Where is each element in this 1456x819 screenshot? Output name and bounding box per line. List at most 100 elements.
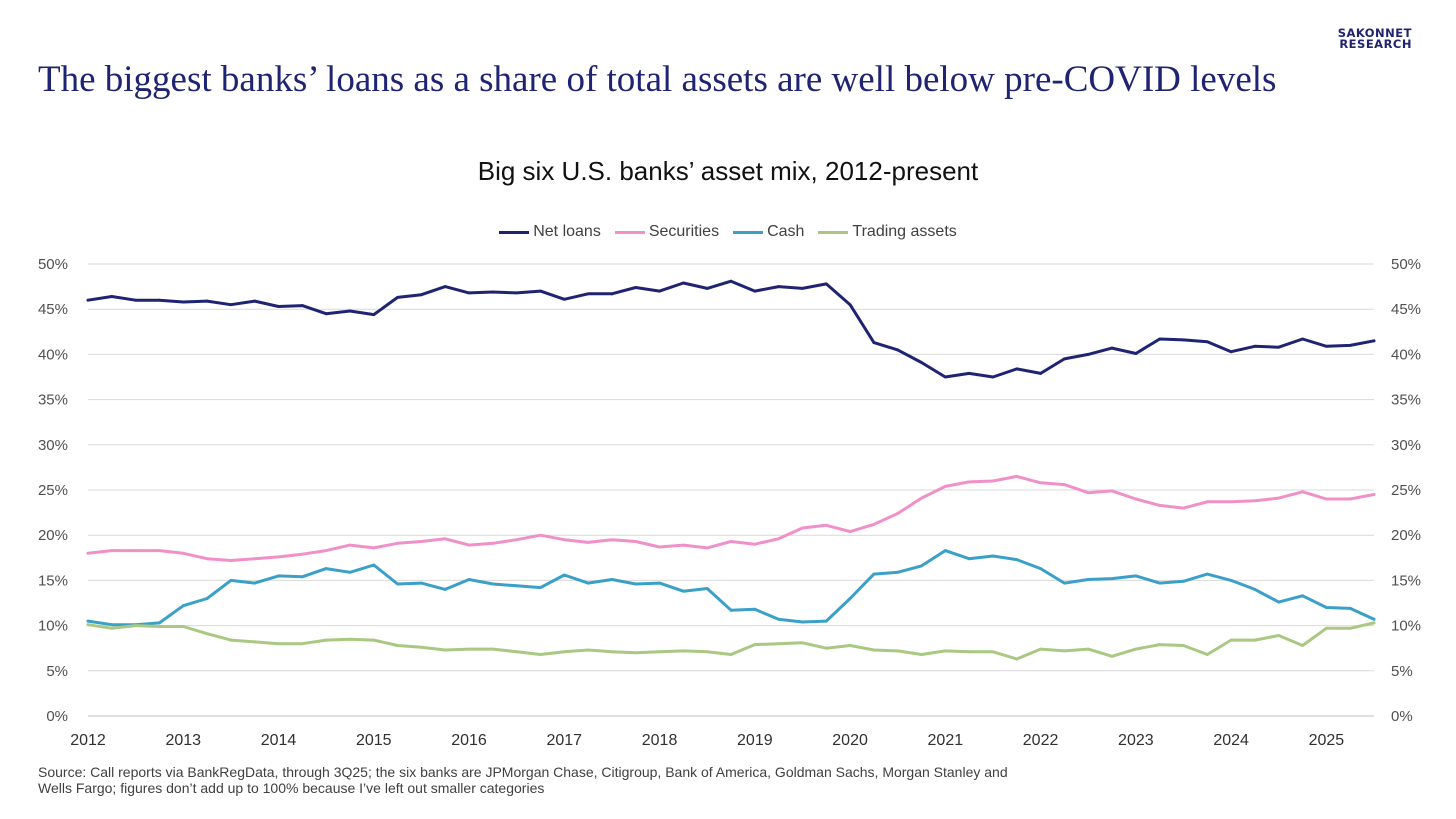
x-tick-label: 2021 [928,732,964,749]
page-headline: The biggest banks’ loans as a share of t… [38,59,1277,100]
data-point-securities [1063,483,1066,486]
data-point-trading-assets [491,647,495,651]
data-point-cash [467,578,471,581]
data-point-trading-assets [1324,626,1328,630]
data-point-trading-assets [872,648,876,652]
data-point-securities [1182,506,1185,510]
y-tick-label-right: 30% [1391,437,1421,454]
data-point-trading-assets [1372,621,1376,625]
y-tick-label-left: 30% [38,437,68,454]
data-point-securities [110,549,114,552]
data-point-trading-assets [753,643,757,646]
data-point-securities [420,540,423,543]
y-tick-label-left: 40% [38,346,68,363]
y-tick-label-right: 45% [1391,301,1421,318]
data-point-net-loans [420,293,423,297]
data-point-net-loans [539,289,542,293]
data-point-net-loans [1182,338,1185,342]
data-point-net-loans [86,298,90,302]
x-tick-label: 2012 [70,732,106,749]
data-point-cash [586,581,590,585]
data-point-securities [539,533,542,537]
data-point-securities [729,540,733,543]
y-tick-label-right: 5% [1391,663,1413,680]
data-point-net-loans [943,375,947,379]
data-point-net-loans [253,299,257,303]
data-point-trading-assets [729,653,733,656]
y-tick-label-left: 10% [38,618,68,635]
data-point-net-loans [753,289,757,293]
data-point-securities [681,543,685,547]
data-point-securities [205,557,209,561]
data-point-trading-assets [324,638,328,642]
data-point-securities [1086,491,1090,495]
data-point-securities [1277,496,1281,500]
data-point-net-loans [443,285,447,288]
data-point-securities [801,526,804,530]
data-point-cash [372,563,376,567]
data-point-net-loans [300,304,304,307]
data-point-net-loans [1277,345,1281,349]
data-point-net-loans [872,341,876,345]
data-point-securities [253,557,257,561]
data-point-cash [1039,567,1042,571]
series-line-securities [86,474,1376,562]
data-point-cash [610,578,614,581]
data-point-net-loans [491,290,495,294]
data-point-net-loans [467,291,471,295]
data-point-trading-assets [777,642,781,646]
data-point-trading-assets [1110,654,1114,658]
data-point-cash [967,557,971,561]
legend-swatch [818,230,849,234]
data-point-trading-assets [300,642,304,646]
data-point-trading-assets [896,649,900,653]
x-tick-label: 2017 [546,732,582,749]
data-point-net-loans [1301,337,1304,341]
data-point-cash [1015,558,1019,562]
x-tick-label: 2015 [356,732,392,749]
data-point-net-loans [1205,340,1209,344]
y-tick-label-right: 10% [1391,618,1421,635]
data-point-securities [324,549,328,552]
data-point-cash [1348,607,1352,610]
x-tick-label: 2019 [737,732,773,749]
y-tick-label-right: 15% [1391,572,1421,589]
chart-title: Big six U.S. banks’ asset mix, 2012-pres… [477,156,979,186]
data-point-securities [1324,497,1328,501]
data-point-cash [420,581,423,585]
data-point-cash [801,620,804,624]
data-point-cash [1134,574,1138,578]
data-point-net-loans [1063,357,1066,361]
data-point-trading-assets [86,623,90,627]
data-point-cash [1205,572,1209,576]
data-point-trading-assets [1253,638,1257,642]
data-point-trading-assets [610,650,614,654]
y-tick-label-left: 25% [38,482,68,499]
legend-label: Trading assets [852,223,957,240]
data-point-net-loans [1253,344,1257,348]
y-tick-label-left: 5% [46,663,68,680]
legend-item-trading-assets: Trading assets [818,223,957,241]
legend-swatch [499,230,530,234]
legend-item-net-loans: Net loans [499,223,601,241]
legend-item-securities: Securities [614,223,720,241]
series-line-cash [86,549,1376,627]
x-tick-label: 2025 [1309,732,1345,749]
brand-line-1: SAKONNET [1337,26,1412,40]
y-tick-label-right: 25% [1391,482,1421,499]
legend-swatch [614,230,645,234]
data-point-cash [158,621,161,625]
y-tick-label-left: 0% [46,708,68,725]
data-point-trading-assets [1015,657,1019,661]
data-point-net-loans [705,287,709,290]
y-tick-label-left: 50% [38,256,68,273]
data-point-securities [896,512,900,515]
data-point-securities [1301,490,1304,494]
data-point-cash [920,564,923,568]
data-point-securities [1229,500,1233,504]
data-point-net-loans [967,371,971,375]
data-point-trading-assets [681,649,685,653]
legend-label: Securities [648,223,720,240]
data-point-trading-assets [967,650,971,654]
